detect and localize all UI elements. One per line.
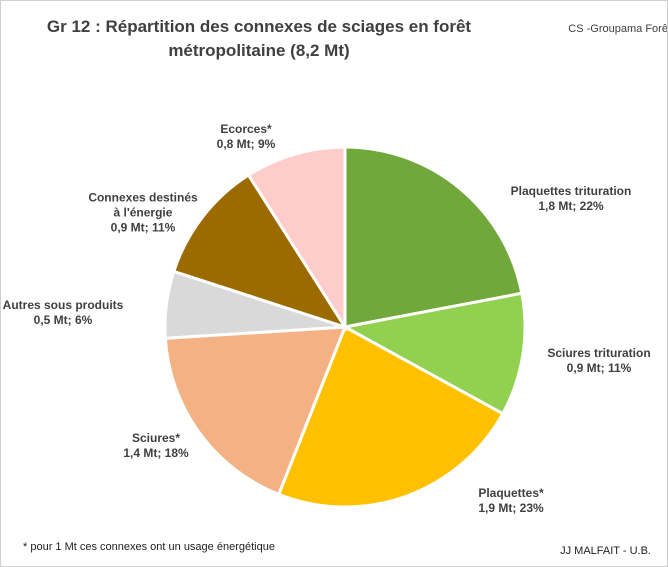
footnote: * pour 1 Mt ces connexes ont un usage én… [23,541,275,553]
data-label: Connexes destinés à l'énergie 0,9 Mt; 11% [88,191,198,236]
pie-slice [246,145,347,333]
source: CS -Groupama Forêt [568,23,668,35]
category-label: Plaquettes trituration [510,184,632,198]
value-label: 0,9 Mt; 11% [110,220,176,235]
chart-title: Gr 12 : Répartition des connexes de scia… [46,17,472,60]
category-label: Plaquettes* [478,486,544,500]
data-label: Plaquettes* 1,9 Mt; 23% [451,486,571,516]
category-label: Connexes destinés à l'énergie [88,190,198,220]
data-label: Autres sous produits 0,5 Mt; 6% [1,298,128,328]
value-label: 1,9 Mt; 23% [478,501,544,515]
value-label: 0,5 Mt; 6% [33,313,93,327]
author: JJ MALFAIT - U.B. [560,545,651,557]
data-label: Ecorces* 0,8 Mt; 9% [191,122,301,152]
value-label: 0,9 Mt; 11% [566,361,632,375]
category-label: Sciures* [131,431,181,445]
data-label: Sciures trituration 0,9 Mt; 11% [529,346,667,376]
pie-slice [171,172,349,330]
category-label: Sciures trituration [547,346,651,360]
pie-slice [276,324,505,509]
category-label: Autres sous produits [2,298,124,312]
pie-slice [340,291,527,416]
pie-slice [343,145,524,329]
value-label: 1,8 Mt; 22% [538,199,604,213]
data-label: Sciures* 1,4 Mt; 18% [101,431,211,461]
category-label: Ecorces* [220,122,272,136]
pie-slice [163,325,348,497]
data-label: Plaquettes trituration 1,8 Mt; 22% [496,184,646,214]
value-label: 1,4 Mt; 18% [123,446,189,460]
value-label: 0,8 Mt; 9% [216,137,276,151]
